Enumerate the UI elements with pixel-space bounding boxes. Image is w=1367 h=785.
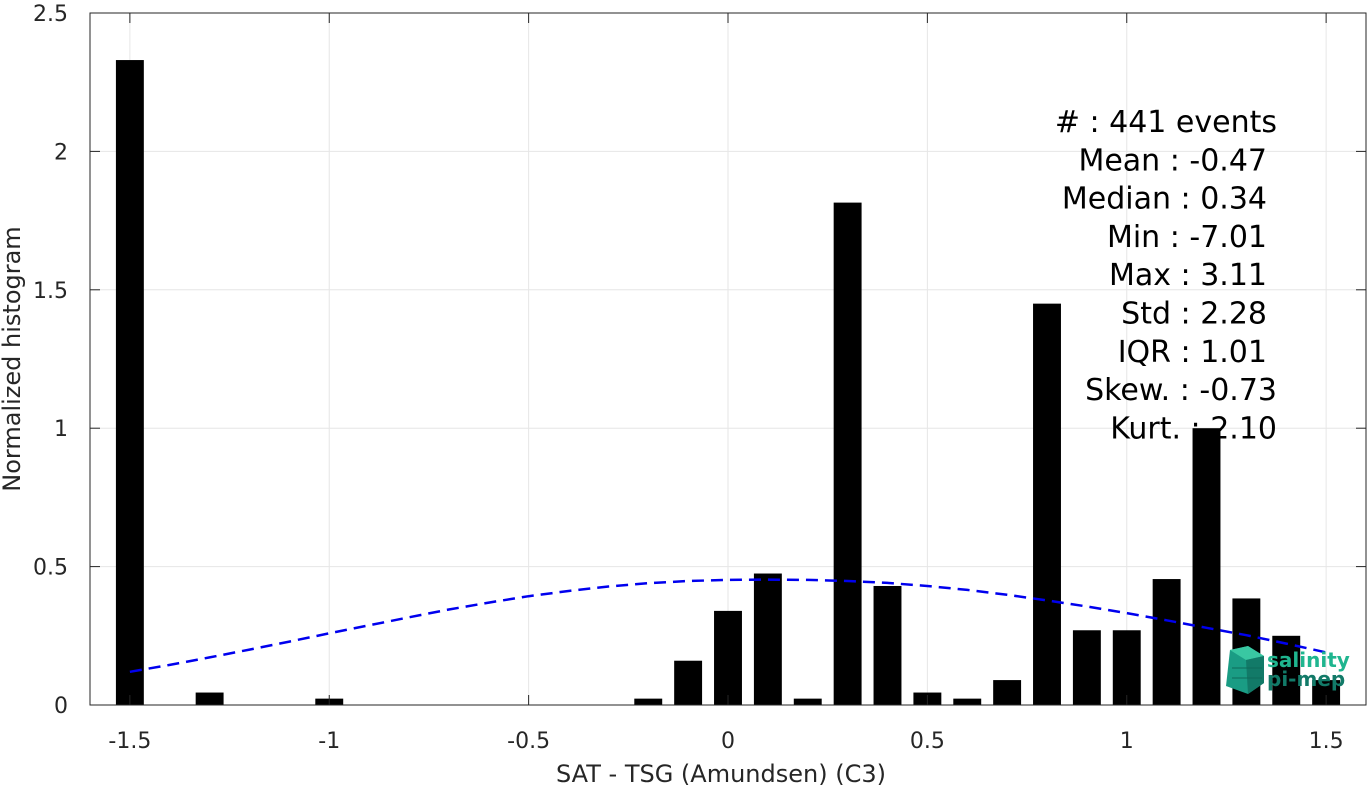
cube-icon <box>1226 646 1264 694</box>
histogram-bar <box>1272 635 1301 705</box>
stats-line: Mean : -0.47 <box>1078 143 1267 178</box>
y-tick-label: 1 <box>54 417 68 442</box>
histogram-bar <box>634 698 663 705</box>
y-tick-label: 0.5 <box>33 556 68 581</box>
x-tick-label: -1 <box>318 729 340 754</box>
y-tick-label: 0 <box>54 694 68 719</box>
histogram-bar <box>195 692 224 705</box>
x-tick-label: 1.5 <box>1309 729 1344 754</box>
histogram-bar <box>1033 303 1061 705</box>
histogram-bar <box>833 202 862 705</box>
logo-line1: salinity <box>1267 648 1350 672</box>
stats-line: # : 441 events <box>1055 105 1277 140</box>
x-tick-label: 1 <box>1120 729 1134 754</box>
histogram-bar <box>115 60 144 705</box>
histogram-bar <box>714 610 742 705</box>
histogram-bar <box>674 660 703 705</box>
x-tick-label: -1.5 <box>108 729 151 754</box>
histogram-bar <box>953 698 982 705</box>
y-axis-label: Normalized histogram <box>0 226 26 491</box>
histogram-bar <box>793 698 822 705</box>
stats-line: Max : 3.11 <box>1109 258 1267 293</box>
histogram-bar <box>873 585 902 705</box>
x-tick-label: 0.5 <box>910 729 945 754</box>
histogram-bar <box>993 680 1022 705</box>
y-axis-ticks: 0 0.5 1 1.5 2 2.5 <box>33 2 1366 719</box>
stats-line: Skew. : -0.73 <box>1085 373 1277 408</box>
histogram-bars <box>115 60 1341 705</box>
stats-line: Median : 0.34 <box>1062 182 1267 217</box>
histogram-bar <box>753 573 782 705</box>
stats-line: IQR : 1.01 <box>1118 335 1267 370</box>
x-axis-ticks: -1.5 -1 -0.5 0 0.5 1 1.5 <box>108 13 1344 754</box>
x-tick-label: 0 <box>721 729 735 754</box>
histogram-bar <box>1192 428 1221 705</box>
histogram-bar <box>1072 630 1101 705</box>
x-tick-label: -0.5 <box>507 729 550 754</box>
y-tick-label: 1.5 <box>33 279 68 304</box>
histogram-bar <box>1152 579 1181 705</box>
salinity-pimep-logo: salinity pi-mep <box>1226 646 1350 694</box>
logo-line2: pi-mep <box>1267 667 1345 691</box>
y-tick-label: 2.5 <box>33 2 68 27</box>
y-tick-label: 2 <box>54 140 68 165</box>
stats-line: Min : -7.01 <box>1107 220 1267 255</box>
stats-line: Std : 2.28 <box>1121 297 1267 332</box>
x-axis-label: SAT - TSG (Amundsen) (C3) <box>556 760 886 785</box>
stats-line: Kurt. : 2.10 <box>1110 411 1277 446</box>
histogram-bar <box>1112 630 1141 705</box>
